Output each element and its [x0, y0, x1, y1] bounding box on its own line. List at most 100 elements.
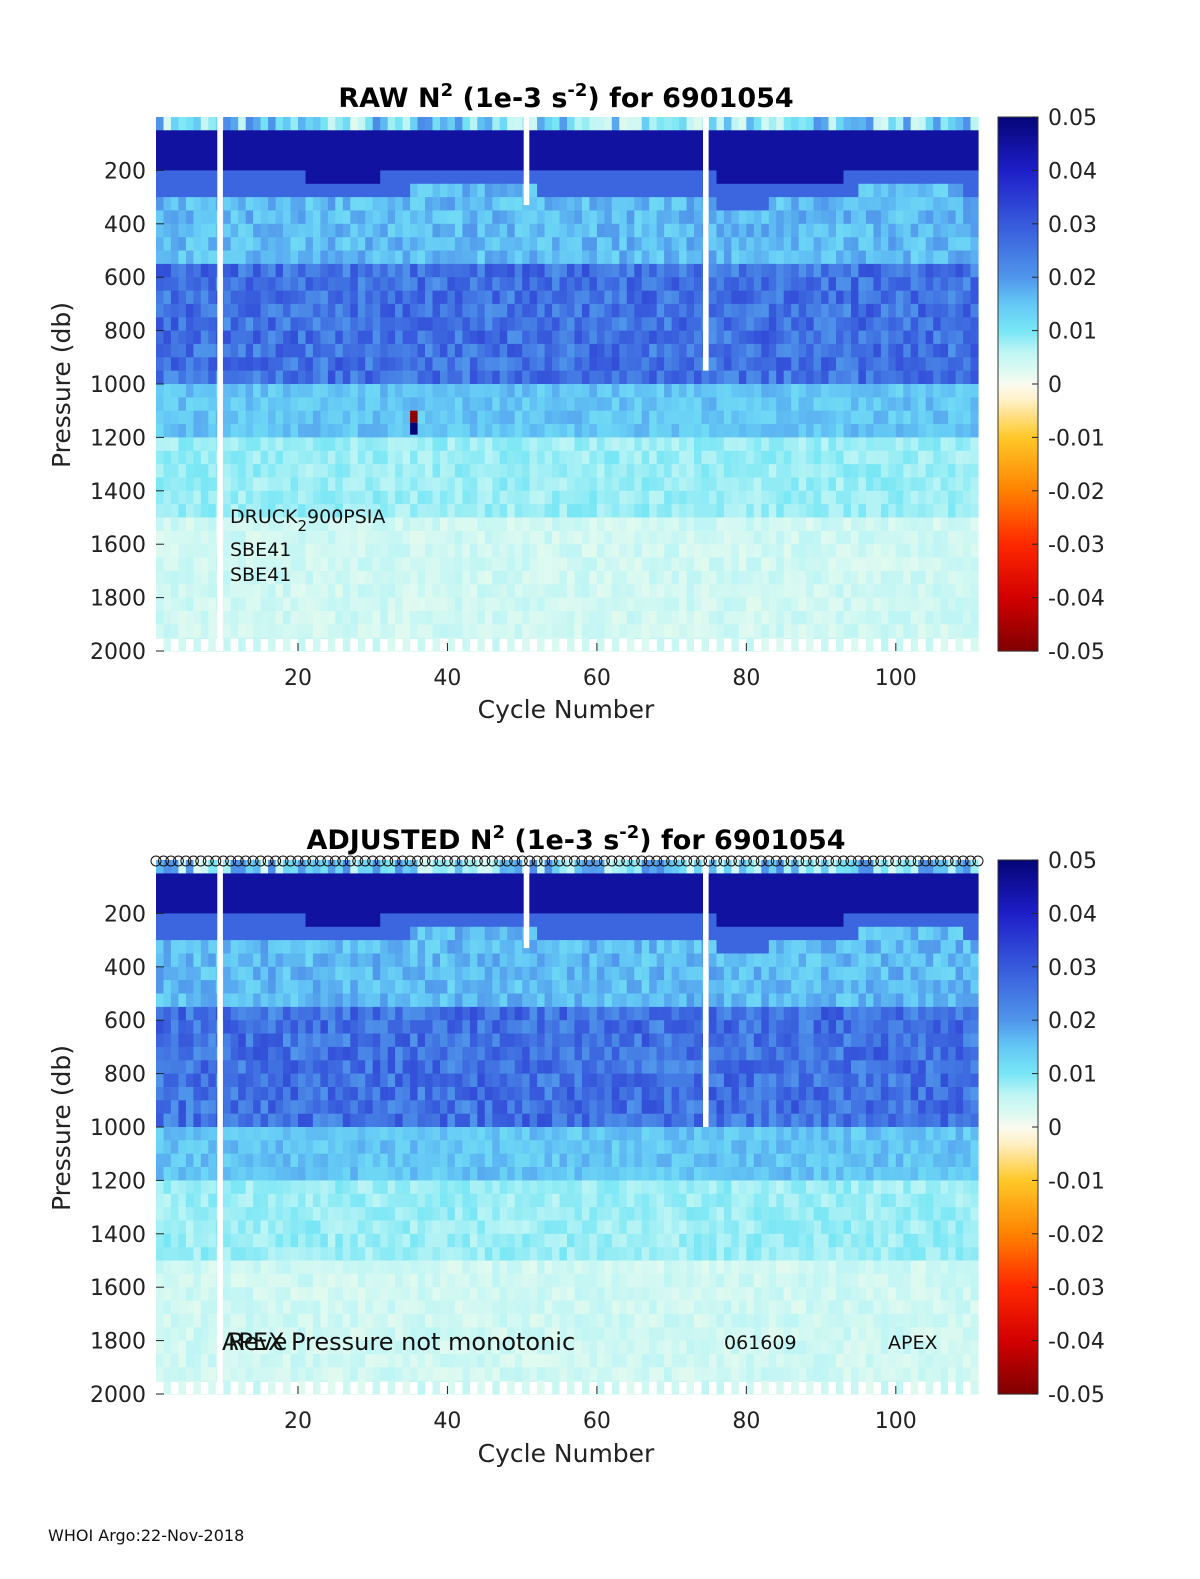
heatmap-cell: [358, 491, 366, 505]
heatmap-cell: [380, 544, 388, 558]
heatmap-cell: [455, 424, 463, 438]
heatmap-cell: [261, 464, 269, 478]
heatmap-cell: [619, 197, 627, 211]
heatmap-cell: [350, 611, 358, 625]
heatmap-cell: [171, 1020, 179, 1034]
heatmap-cell: [500, 437, 508, 451]
heatmap-cell: [268, 264, 276, 278]
heatmap-cell: [335, 451, 343, 465]
no-data-band: [858, 639, 866, 651]
heatmap-cell: [403, 291, 411, 305]
colorbar-tick-label: -0.01: [1048, 426, 1105, 451]
heatmap-cell: [612, 170, 620, 184]
heatmap-cell: [829, 611, 837, 625]
heatmap-cell: [313, 304, 321, 318]
heatmap-cell: [612, 571, 620, 585]
heatmap-cell: [373, 130, 381, 144]
heatmap-cell: [903, 611, 911, 625]
heatmap-cell: [178, 277, 186, 291]
heatmap-cell: [193, 464, 201, 478]
heatmap-cell: [201, 331, 209, 345]
heatmap-cell: [926, 638, 934, 652]
heatmap-cell: [320, 478, 328, 492]
heatmap-cell: [373, 331, 381, 345]
heatmap-cell: [545, 331, 553, 345]
heatmap-cell: [335, 184, 343, 198]
heatmap-cell: [687, 117, 695, 131]
heatmap-cell: [447, 357, 455, 371]
heatmap-cell: [799, 251, 807, 265]
heatmap-cell: [836, 464, 844, 478]
heatmap-cell: [888, 130, 896, 144]
heatmap-cell: [612, 424, 620, 438]
heatmap-cell: [664, 264, 672, 278]
heatmap-cell: [470, 251, 478, 265]
heatmap-cell: [851, 371, 859, 385]
heatmap-cell: [380, 197, 388, 211]
no-data-band: [799, 639, 807, 651]
heatmap-cell: [933, 464, 941, 478]
heatmap-cell: [634, 197, 642, 211]
heatmap-cell: [171, 1221, 179, 1235]
heatmap-cell: [814, 170, 822, 184]
heatmap-cell: [477, 451, 485, 465]
heatmap-cell: [380, 531, 388, 545]
heatmap-cell: [963, 518, 971, 532]
heatmap-cell: [664, 344, 672, 358]
heatmap-cell: [642, 264, 650, 278]
heatmap-cell: [193, 384, 201, 398]
heatmap-cell: [933, 624, 941, 638]
heatmap-cell: [380, 451, 388, 465]
heatmap-cell: [343, 424, 351, 438]
heatmap-cell: [253, 638, 261, 652]
heatmap-cell: [597, 304, 605, 318]
heatmap-cell: [201, 913, 209, 927]
heatmap-cell: [858, 184, 866, 198]
heatmap-cell: [814, 157, 822, 171]
heatmap-cell: [604, 237, 612, 251]
heatmap-cell: [395, 397, 403, 411]
heatmap-cell: [881, 598, 889, 612]
heatmap-cell: [649, 184, 657, 198]
heatmap-cell: [575, 357, 583, 371]
heatmap-cell: [896, 170, 904, 184]
heatmap-cell: [881, 611, 889, 625]
heatmap-cell: [799, 598, 807, 612]
heatmap-cell: [507, 571, 515, 585]
heatmap-cell: [597, 518, 605, 532]
heatmap-cell: [776, 451, 784, 465]
heatmap-cell: [948, 210, 956, 224]
heatmap-cell: [604, 598, 612, 612]
heatmap-cell: [604, 117, 612, 131]
heatmap-cell: [358, 624, 366, 638]
heatmap-cell: [956, 397, 964, 411]
heatmap-cell: [791, 437, 799, 451]
heatmap-cell: [485, 264, 493, 278]
heatmap-cell: [492, 251, 500, 265]
heatmap-cell: [164, 464, 172, 478]
heatmap-cell: [164, 1127, 172, 1141]
heatmap-cell: [462, 144, 470, 158]
heatmap-cell: [784, 117, 792, 131]
heatmap-cell: [926, 598, 934, 612]
heatmap-cell: [447, 504, 455, 518]
heatmap-cell: [298, 317, 306, 331]
heatmap-cell: [844, 224, 852, 238]
heatmap-cell: [649, 277, 657, 291]
heatmap-cell: [754, 397, 762, 411]
heatmap-cell: [672, 571, 680, 585]
heatmap-cell: [694, 437, 702, 451]
heatmap-cell: [888, 464, 896, 478]
heatmap-cell: [836, 397, 844, 411]
heatmap-cell: [687, 197, 695, 211]
heatmap-cell: [268, 277, 276, 291]
heatmap-cell: [335, 144, 343, 158]
heatmap-cell: [776, 598, 784, 612]
heatmap-cell: [388, 304, 396, 318]
heatmap-cell: [343, 371, 351, 385]
heatmap-cell: [410, 304, 418, 318]
heatmap-cell: [858, 624, 866, 638]
heatmap-cell: [702, 531, 710, 545]
heatmap-cell: [926, 291, 934, 305]
heatmap-cell: [178, 224, 186, 238]
